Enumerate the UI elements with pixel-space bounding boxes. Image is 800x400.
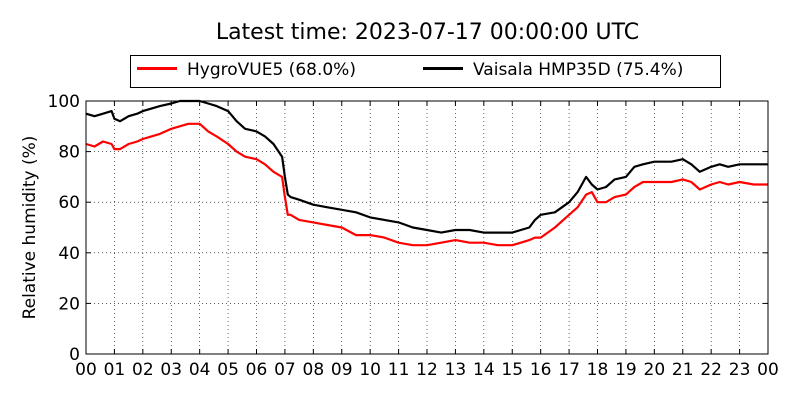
x-tick-label: 06 bbox=[246, 360, 268, 380]
series-line-vaisala bbox=[85, 99, 768, 234]
x-tick-label: 00 bbox=[75, 360, 97, 380]
x-tick-label: 14 bbox=[473, 360, 495, 380]
series-line-hygrovue5 bbox=[85, 122, 768, 247]
x-tick-label: 00 bbox=[757, 360, 779, 380]
x-tick-label: 04 bbox=[189, 360, 211, 380]
y-tick-label: 80 bbox=[58, 143, 80, 163]
legend-entry-vaisala: Vaisala HMP35D (75.4%) bbox=[423, 60, 683, 80]
legend: HygroVUE5 (68.0%) Vaisala HMP35D (75.4%) bbox=[130, 55, 721, 88]
y-axis-label: Relative humidity (%) bbox=[20, 136, 40, 320]
x-tick-label: 13 bbox=[445, 360, 467, 380]
x-tick-label: 03 bbox=[160, 360, 182, 380]
legend-label-hygrovue5: HygroVUE5 (68.0%) bbox=[187, 60, 356, 80]
y-tick-label: 20 bbox=[58, 294, 80, 314]
x-tick-label: 10 bbox=[359, 360, 381, 380]
x-tick-label: 18 bbox=[587, 360, 609, 380]
y-tick-label: 0 bbox=[69, 345, 80, 365]
x-tick-label: 15 bbox=[501, 360, 523, 380]
y-tick-label: 100 bbox=[48, 92, 80, 112]
chart-title: Latest time: 2023-07-17 00:00:00 UTC bbox=[215, 20, 640, 45]
x-tick-label: 01 bbox=[104, 360, 126, 380]
x-tick-label: 20 bbox=[644, 360, 666, 380]
x-tick-label: 22 bbox=[700, 360, 722, 380]
x-tick-label: 07 bbox=[274, 360, 296, 380]
axes: 00 01 02 03 04 05 06 07 08 09 10 11 12 13 14 15 16 17 18 19… bbox=[48, 92, 779, 380]
grid bbox=[86, 101, 768, 354]
legend-swatch-vaisala bbox=[423, 66, 463, 70]
x-tick-label: 11 bbox=[388, 360, 410, 380]
x-tick-label: 08 bbox=[303, 360, 325, 380]
y-tick-label: 40 bbox=[58, 244, 80, 264]
x-tick-label: 02 bbox=[132, 360, 154, 380]
x-tick-label: 12 bbox=[416, 360, 438, 380]
x-tick-label: 23 bbox=[729, 360, 751, 380]
plot-frame bbox=[85, 100, 769, 355]
legend-label-vaisala: Vaisala HMP35D (75.4%) bbox=[473, 60, 684, 80]
legend-swatch-hygrovue5 bbox=[137, 66, 177, 70]
series-layer bbox=[85, 99, 768, 247]
x-tick-label: 21 bbox=[672, 360, 694, 380]
x-tick-label: 19 bbox=[615, 360, 637, 380]
x-tick-label: 17 bbox=[558, 360, 580, 380]
x-tick-label: 09 bbox=[331, 360, 353, 380]
x-tick-label: 05 bbox=[217, 360, 239, 380]
x-tick-label: 16 bbox=[530, 360, 552, 380]
legend-entry-hygrovue5: HygroVUE5 (68.0%) bbox=[137, 60, 356, 80]
y-tick-label: 60 bbox=[58, 193, 80, 213]
